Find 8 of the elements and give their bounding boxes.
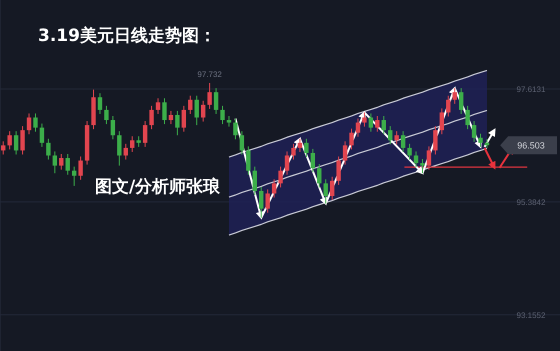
y-tick-label: 93.1552	[516, 310, 546, 320]
y-tick-label: 97.6131	[516, 84, 546, 94]
annotation: 图文/分析师张琅	[95, 177, 222, 197]
line-series	[228, 110, 488, 198]
price-tag: 96.503	[500, 136, 557, 154]
text: 3.19美元日线走势图：	[38, 26, 216, 46]
annotation: 97.732	[197, 70, 222, 79]
y-tick-label: 95.3842	[516, 198, 546, 207]
